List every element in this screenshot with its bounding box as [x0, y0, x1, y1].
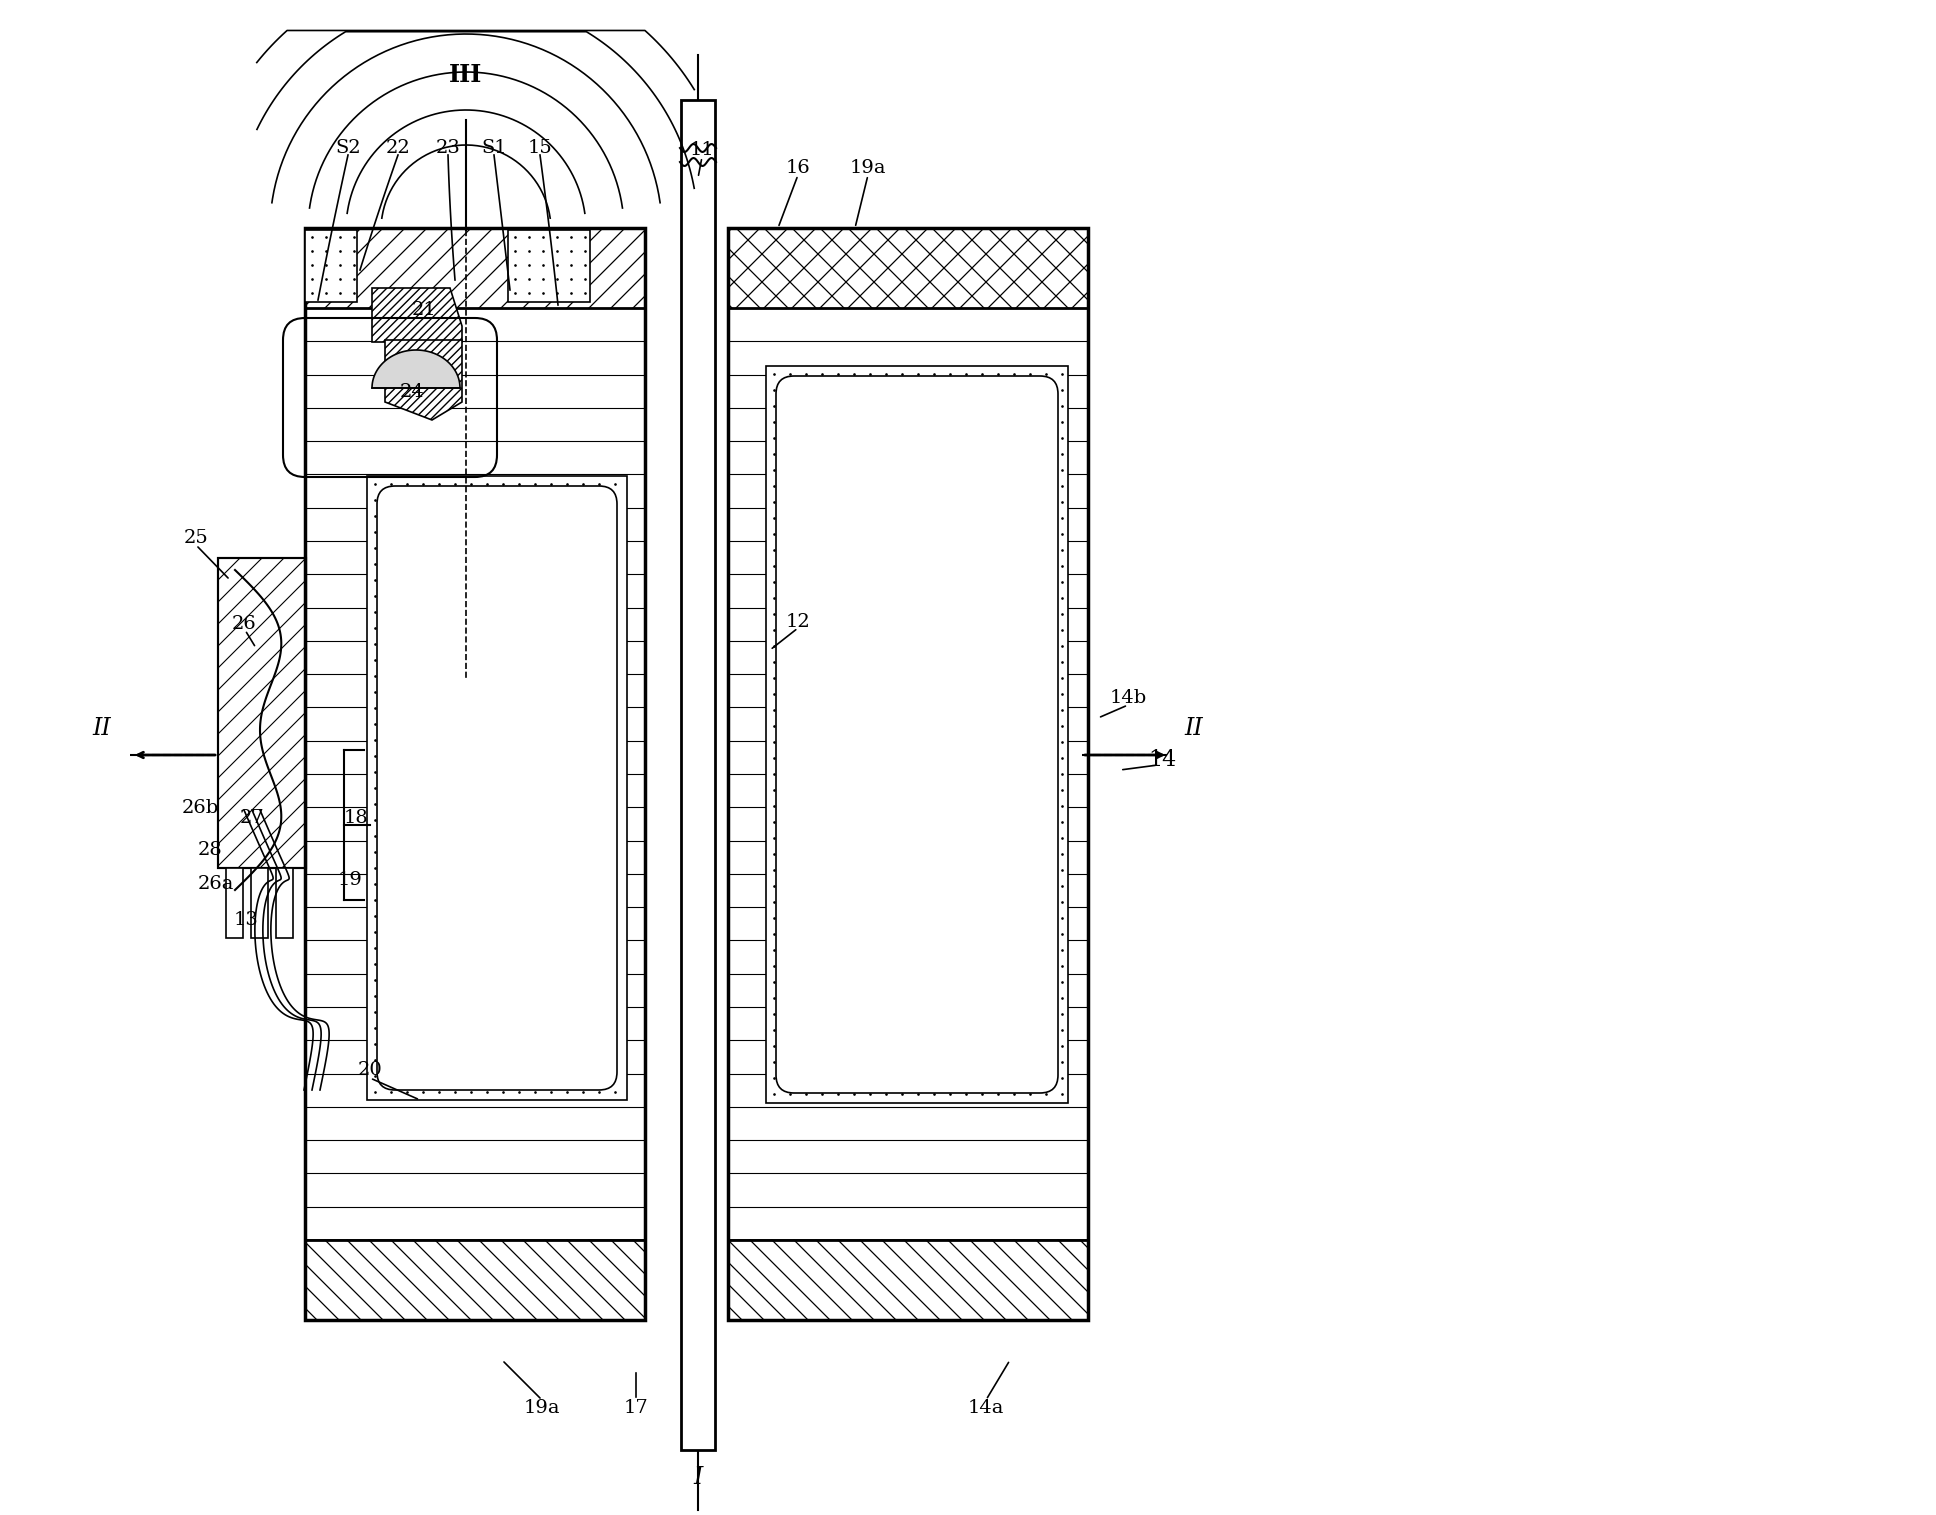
Text: 19a: 19a — [525, 1398, 560, 1417]
Text: 14: 14 — [1148, 748, 1177, 771]
Text: 26b: 26b — [182, 798, 219, 817]
Text: S1: S1 — [482, 139, 507, 158]
Bar — [728, 227, 1088, 308]
Text: I: I — [693, 1467, 703, 1489]
Text: 12: 12 — [786, 614, 811, 632]
Bar — [767, 367, 1069, 1103]
Bar — [306, 308, 645, 1239]
Text: 23: 23 — [436, 139, 461, 158]
Polygon shape — [385, 339, 463, 420]
Text: 14a: 14a — [968, 1398, 1005, 1417]
Bar — [219, 558, 306, 868]
Text: II: II — [93, 717, 112, 739]
Text: 14b: 14b — [1109, 689, 1146, 708]
Text: 25: 25 — [184, 529, 209, 547]
Bar — [252, 868, 267, 938]
Text: 26a: 26a — [197, 876, 234, 892]
FancyBboxPatch shape — [776, 376, 1057, 1092]
Bar — [219, 558, 306, 868]
Bar — [368, 476, 627, 1100]
Text: 11: 11 — [689, 141, 714, 159]
Bar — [507, 230, 590, 301]
Bar — [306, 227, 645, 308]
Text: 19a: 19a — [850, 159, 887, 177]
Text: 21: 21 — [412, 301, 436, 320]
Bar — [681, 100, 714, 1450]
Text: 15: 15 — [529, 139, 552, 158]
Bar — [306, 1239, 645, 1320]
Bar — [306, 227, 645, 1320]
Bar — [227, 868, 244, 938]
Bar — [728, 1239, 1088, 1320]
Text: 27: 27 — [240, 809, 265, 827]
Polygon shape — [372, 288, 463, 342]
Text: 13: 13 — [234, 911, 257, 929]
Text: S2: S2 — [335, 139, 360, 158]
Bar — [306, 230, 356, 301]
Bar — [728, 227, 1088, 1320]
Text: 18: 18 — [343, 809, 368, 827]
FancyBboxPatch shape — [378, 486, 618, 1089]
Text: 28: 28 — [197, 841, 223, 859]
Text: III: III — [449, 64, 482, 86]
Text: 22: 22 — [385, 139, 410, 158]
Bar — [728, 308, 1088, 1239]
Text: 17: 17 — [623, 1398, 649, 1417]
Polygon shape — [372, 350, 461, 388]
Text: 19: 19 — [337, 871, 362, 889]
Text: 24: 24 — [399, 383, 424, 401]
Text: 26: 26 — [232, 615, 256, 633]
Text: II: II — [1185, 717, 1204, 739]
Text: 16: 16 — [786, 159, 811, 177]
Bar — [277, 868, 292, 938]
Text: 20: 20 — [358, 1060, 383, 1079]
